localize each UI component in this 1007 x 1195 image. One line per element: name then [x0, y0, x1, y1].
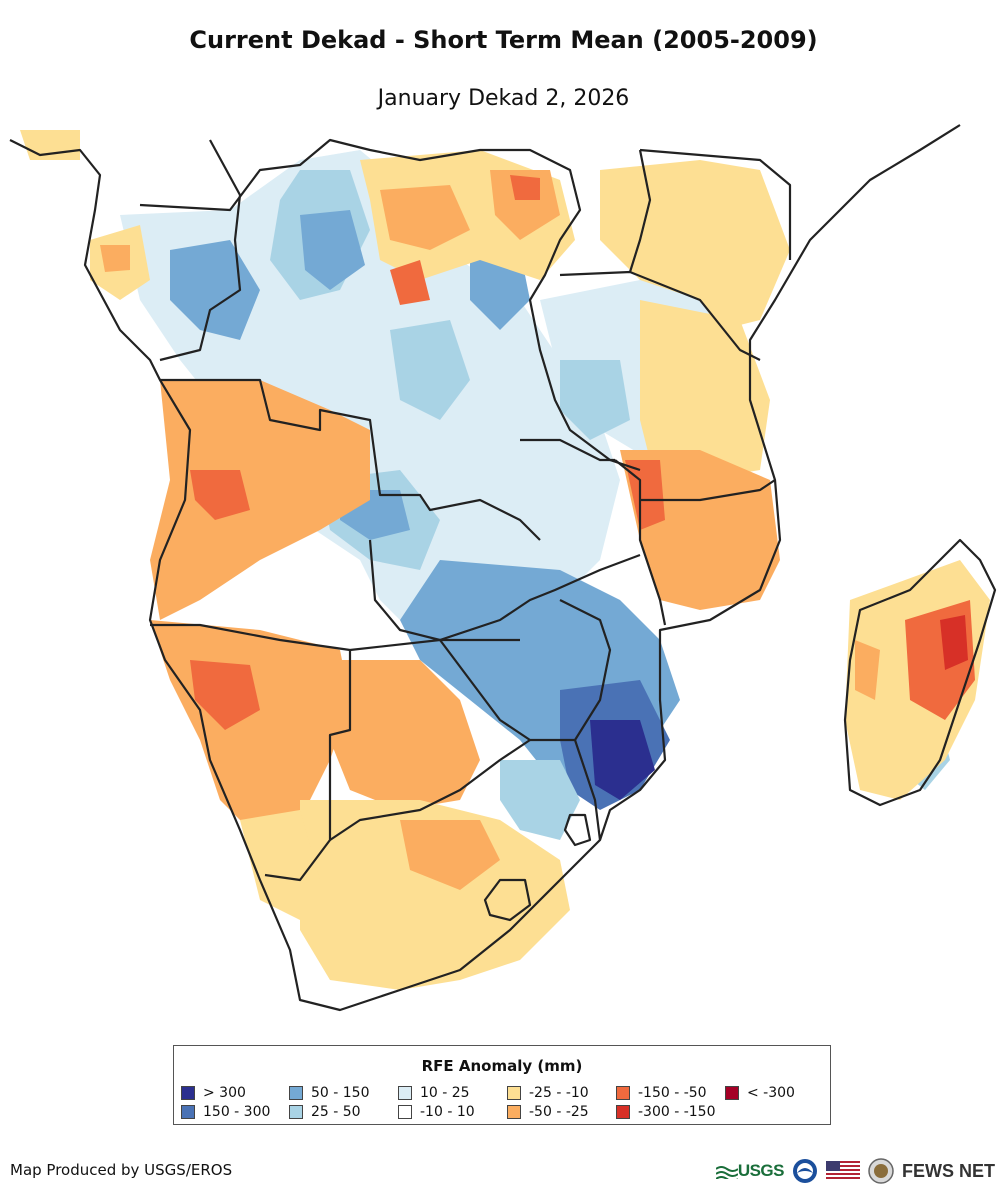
legend-swatch: [398, 1086, 412, 1100]
border-tanzania-kenya: [559, 270, 761, 361]
legend-swatch: [616, 1105, 630, 1119]
logo-strip: USGS FEWS NET: [715, 1156, 995, 1186]
legend-swatch: [616, 1086, 630, 1100]
eswatini: [563, 813, 592, 847]
map-subtitle: January Dekad 2, 2026: [377, 86, 630, 111]
legend-item: > 300: [181, 1085, 246, 1101]
legend-swatch: [507, 1105, 521, 1119]
border-zambia-tanzania: [520, 438, 615, 462]
dry-anomaly-areas: [20, 130, 990, 990]
border-angola-namibia: [150, 623, 520, 652]
legend-item: -25 - -10: [507, 1085, 589, 1101]
legend-item: -150 - -50: [616, 1085, 707, 1101]
us-flag-icon: [826, 1161, 860, 1181]
legend-label: -150 - -50: [638, 1085, 707, 1101]
legend-item: -300 - -150: [616, 1104, 716, 1120]
legend-label: 150 - 300: [203, 1104, 271, 1120]
legend-swatch: [725, 1086, 739, 1100]
legend-swatch: [398, 1105, 412, 1119]
lesotho: [483, 878, 532, 922]
coastline-mainland: [9, 124, 961, 1012]
legend-label: -300 - -150: [638, 1104, 716, 1120]
border-botswana-sa: [329, 739, 531, 841]
legend-item: -10 - 10: [398, 1104, 475, 1120]
noaa-logo-icon: [793, 1159, 817, 1183]
border-tanzania-mozambique: [640, 479, 776, 502]
legend-swatch: [181, 1105, 195, 1119]
state-department-seal-icon: [868, 1158, 894, 1184]
usgs-wave-icon: [715, 1165, 739, 1182]
madagascar-coast: [843, 538, 997, 807]
legend-label: < -300: [747, 1085, 795, 1101]
legend-item: 150 - 300: [181, 1104, 270, 1120]
country-borders: [9, 124, 997, 1012]
legend-swatch: [507, 1086, 521, 1100]
legend-label: 25 - 50: [311, 1104, 361, 1120]
border-zambia: [368, 539, 641, 642]
map-title: Current Dekad - Short Term Mean (2005-20…: [189, 26, 818, 54]
legend-swatch: [289, 1086, 303, 1100]
legend-label: 50 - 150: [311, 1085, 370, 1101]
fews-net-logo: FEWS NET: [902, 1160, 995, 1181]
border-angola-drc: [160, 378, 541, 541]
legend-swatch: [289, 1105, 303, 1119]
border-drc-north: [139, 138, 641, 472]
legend-item: -50 - -25: [507, 1104, 589, 1120]
legend-label: -25 - -10: [529, 1085, 589, 1101]
usgs-logo: USGS: [715, 1161, 785, 1182]
legend-item: 25 - 50: [289, 1104, 361, 1120]
map-credit: Map Produced by USGS/EROS: [10, 1161, 233, 1179]
legend-title: RFE Anomaly (mm): [421, 1057, 583, 1075]
rainfall-anomaly-map: [9, 124, 997, 1012]
legend-item: 50 - 150: [289, 1085, 370, 1101]
border-malawi: [614, 459, 667, 626]
legend-item: 10 - 25: [398, 1085, 470, 1101]
border-uganda-kenya: [628, 149, 652, 273]
usgs-logo-text: USGS: [737, 1161, 785, 1180]
legend-label: -10 - 10: [420, 1104, 475, 1120]
border-namibia-botswana: [264, 650, 352, 882]
legend-label: > 300: [203, 1085, 246, 1101]
border-mozambique: [573, 739, 602, 841]
legend-label: -50 - -25: [529, 1104, 589, 1120]
border-ethiopia-somalia: [639, 148, 792, 260]
border-congo-west: [159, 139, 242, 362]
legend-swatch: [181, 1086, 195, 1100]
legend: RFE Anomaly (mm) > 300 150 - 300 50 - 15…: [173, 1045, 831, 1125]
legend-item: < -300: [725, 1085, 795, 1101]
legend-label: 10 - 25: [420, 1085, 470, 1101]
